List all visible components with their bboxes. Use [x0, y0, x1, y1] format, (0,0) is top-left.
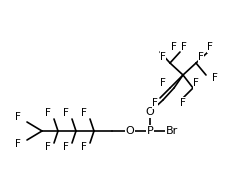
Text: F: F	[81, 142, 87, 152]
Text: F: F	[15, 139, 21, 149]
Text: O: O	[126, 126, 134, 136]
Text: F: F	[207, 42, 213, 52]
Text: P: P	[147, 126, 153, 136]
Text: F: F	[45, 142, 51, 152]
Text: F: F	[198, 52, 204, 62]
Text: Br: Br	[166, 126, 178, 136]
Text: F: F	[160, 52, 166, 62]
Text: F: F	[152, 98, 158, 108]
Text: F: F	[193, 78, 199, 88]
Text: F: F	[180, 98, 186, 108]
Text: F: F	[171, 42, 177, 52]
Text: F: F	[81, 108, 87, 118]
Text: F: F	[212, 73, 218, 83]
Text: O: O	[146, 107, 154, 117]
Text: F: F	[160, 78, 166, 88]
Text: F: F	[45, 108, 51, 118]
Text: F: F	[63, 108, 69, 118]
Text: F: F	[63, 142, 69, 152]
Text: F: F	[181, 42, 187, 52]
Text: F: F	[15, 112, 21, 122]
